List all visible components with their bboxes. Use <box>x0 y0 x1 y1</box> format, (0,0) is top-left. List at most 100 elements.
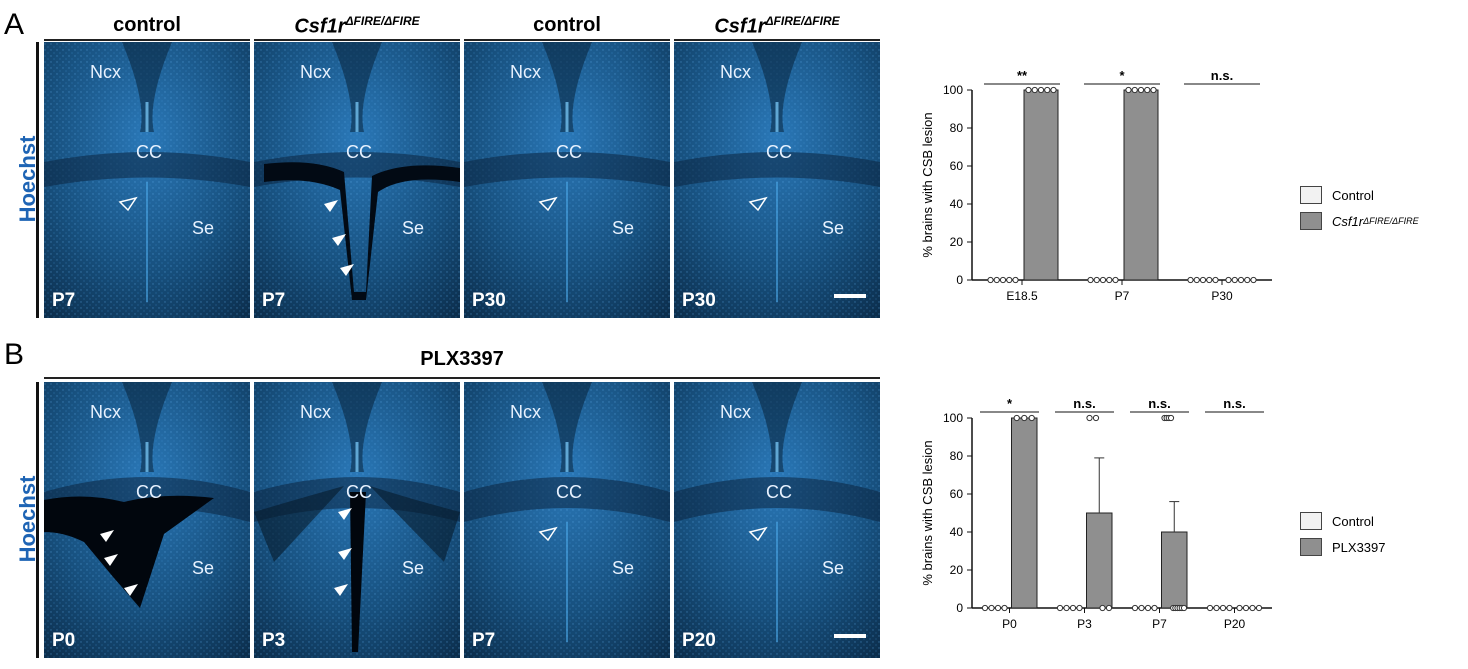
micrograph-b-3: Ncx CC Se P7 <box>464 382 670 658</box>
y-tick-label: 20 <box>950 235 964 249</box>
label-cc: CC <box>136 482 162 502</box>
data-point <box>1236 604 1243 612</box>
data-point <box>1225 276 1232 284</box>
panel-a-header-4: Csf1rΔFIRE/ΔFIRE <box>714 14 840 38</box>
data-point <box>1219 604 1227 612</box>
data-point <box>1099 604 1106 612</box>
significance-label: * <box>1119 70 1125 83</box>
data-point <box>1212 276 1219 284</box>
legend-label-csf1r-a: Csf1r <box>1332 213 1364 229</box>
label-ncx: Ncx <box>720 62 751 82</box>
panel-b-stain-label: Hoechst <box>15 475 40 563</box>
data-point <box>1031 86 1038 94</box>
label-ncx: Ncx <box>300 402 331 422</box>
data-point <box>1255 604 1263 612</box>
y-tick-label: 100 <box>943 411 963 425</box>
data-point <box>1187 276 1194 284</box>
data-point <box>1213 604 1220 612</box>
bar <box>1011 417 1038 609</box>
y-tick-label: 40 <box>950 525 964 539</box>
significance-label: ** <box>1017 70 1028 83</box>
legend-swatch-control-b <box>1300 512 1322 530</box>
label-cc: CC <box>136 142 162 162</box>
label-cc: CC <box>346 482 372 502</box>
x-tick-label: P7 <box>1115 289 1130 303</box>
data-point <box>1206 276 1213 284</box>
age-label: P7 <box>52 290 76 311</box>
data-point <box>994 604 1002 612</box>
data-point <box>1050 86 1057 94</box>
data-point <box>1087 276 1094 284</box>
data-point <box>1105 604 1113 612</box>
x-tick-label: P30 <box>1211 289 1233 303</box>
chart-b-svg: 0 20 40 60 80 100 % brains with CSB lesion P0 * P… <box>920 398 1272 631</box>
data-point <box>1093 276 1100 284</box>
age-label: P20 <box>682 630 716 651</box>
y-tick-label: 60 <box>950 159 964 173</box>
x-tick-label: P20 <box>1224 617 1246 631</box>
label-se: Se <box>402 218 425 238</box>
significance-label: n.s. <box>1223 398 1245 411</box>
y-tick-label: 20 <box>950 563 964 577</box>
label-se: Se <box>822 558 845 578</box>
age-label: P7 <box>472 630 496 651</box>
label-ncx: Ncx <box>300 62 331 82</box>
data-point <box>1137 86 1145 94</box>
micrograph-b-4: Ncx CC Se P20 <box>674 382 880 658</box>
y-tick-label: 100 <box>943 83 963 97</box>
data-point <box>1069 604 1077 612</box>
panel-a-header-line-2 <box>254 39 460 41</box>
panel-a-header-line-4 <box>674 39 880 41</box>
label-cc: CC <box>556 142 582 162</box>
data-point <box>981 604 989 612</box>
data-point <box>987 276 994 284</box>
legend-item-control-b: Control <box>1300 512 1374 530</box>
label-ncx: Ncx <box>90 62 121 82</box>
panel-letter-b: B <box>4 338 25 371</box>
data-point <box>1006 276 1013 284</box>
data-point <box>1249 604 1256 612</box>
label-ncx: Ncx <box>510 62 541 82</box>
data-point <box>1151 604 1158 612</box>
panel-a-header-1: control <box>113 14 181 36</box>
panel-b-span-header: PLX3397 <box>420 348 504 370</box>
data-point <box>1056 604 1064 612</box>
data-point <box>1193 276 1200 284</box>
data-point <box>1226 604 1233 612</box>
legend-item-plx-b: PLX3397 <box>1300 538 1386 556</box>
label-se: Se <box>612 218 635 238</box>
data-point <box>1244 276 1251 284</box>
age-label: P30 <box>472 290 506 311</box>
legend-swatch-control-a <box>1300 186 1322 204</box>
data-point <box>999 276 1007 284</box>
micrograph-image <box>674 42 880 318</box>
y-tick-label: 0 <box>956 601 963 615</box>
data-point <box>1131 86 1138 94</box>
scale-bar <box>834 634 866 638</box>
x-tick-label: P7 <box>1152 617 1167 631</box>
significance-label: * <box>1007 398 1013 411</box>
y-axis-label: % brains with CSB lesion <box>920 440 935 585</box>
legend-label-control-b: Control <box>1332 513 1374 529</box>
data-point <box>1125 86 1132 94</box>
label-se: Se <box>192 218 215 238</box>
data-point <box>1250 276 1257 284</box>
data-point <box>1106 276 1113 284</box>
label-cc: CC <box>766 142 792 162</box>
micrograph-image <box>254 382 460 658</box>
micrograph-a-3: Ncx CC Se P30 <box>464 42 670 318</box>
panel-a-header-line-1 <box>44 39 250 41</box>
panel-a-vertical-bar <box>36 42 39 318</box>
data-point <box>993 276 1000 284</box>
micrograph-a-4: Ncx CC Se P30 <box>674 42 880 318</box>
data-point <box>1242 604 1250 612</box>
data-point <box>1086 414 1093 422</box>
data-point <box>1180 604 1188 612</box>
panel-a-header-line-3 <box>464 39 670 41</box>
x-tick-label: E18.5 <box>1006 289 1038 303</box>
age-label: P3 <box>262 630 286 651</box>
label-cc: CC <box>346 142 372 162</box>
y-tick-label: 80 <box>950 121 964 135</box>
x-tick-label: P0 <box>1002 617 1017 631</box>
label-ncx: Ncx <box>720 402 751 422</box>
